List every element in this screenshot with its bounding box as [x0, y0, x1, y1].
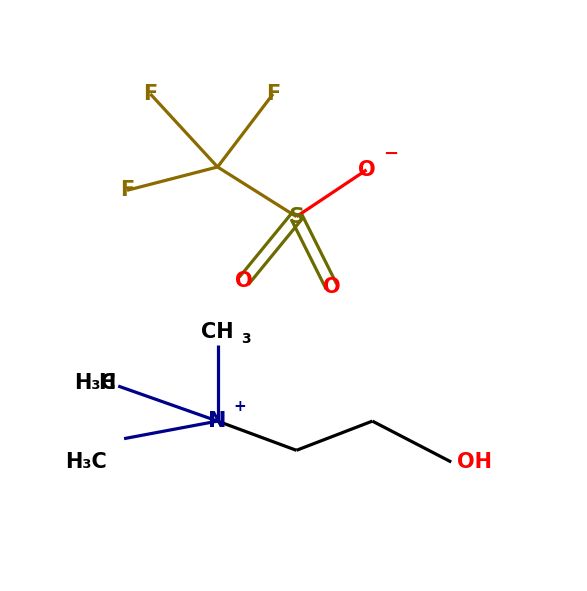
Text: OH: OH: [457, 452, 492, 472]
Text: F: F: [266, 84, 280, 104]
Text: −: −: [383, 145, 399, 163]
Text: 3: 3: [241, 332, 251, 346]
Text: H: H: [98, 373, 115, 393]
Text: CH: CH: [201, 322, 234, 342]
Text: H₃C: H₃C: [65, 452, 107, 472]
Text: S: S: [288, 207, 305, 226]
Text: N: N: [208, 411, 227, 431]
Text: +: +: [234, 399, 246, 414]
Text: F: F: [143, 84, 157, 104]
Text: O: O: [235, 271, 252, 291]
Text: O: O: [323, 277, 340, 297]
Text: H₃C: H₃C: [74, 373, 116, 393]
Text: O: O: [357, 160, 375, 180]
Text: F: F: [120, 180, 134, 200]
